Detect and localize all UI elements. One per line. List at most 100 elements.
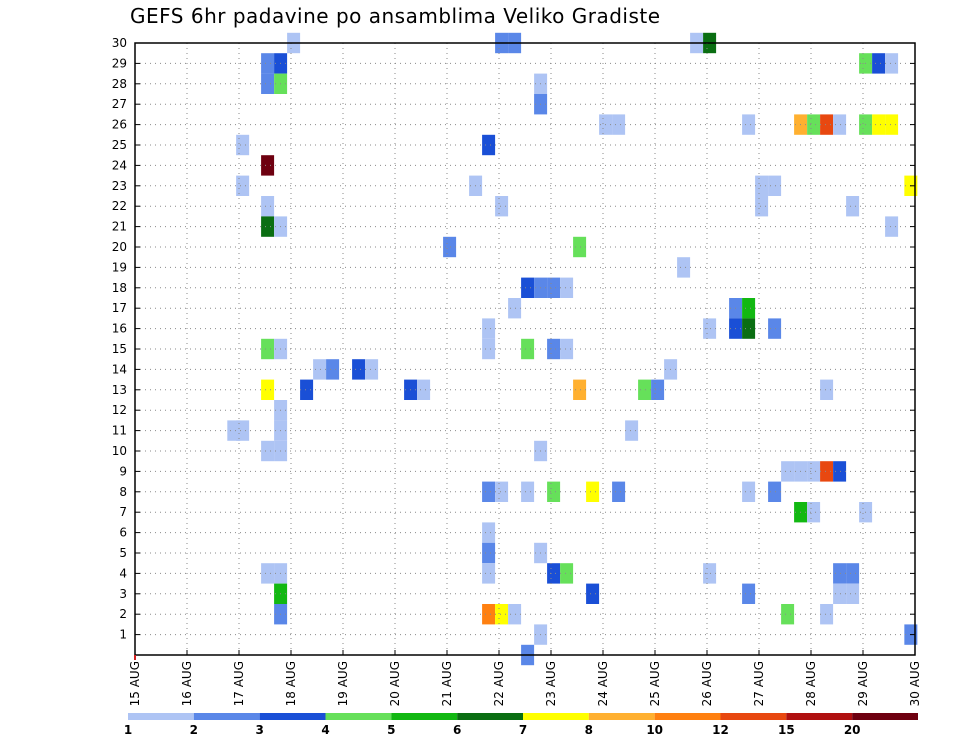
heatmap-cell [742, 481, 756, 502]
x-tick-label: 20 AUG [388, 661, 402, 706]
heatmap-cell [768, 175, 782, 196]
heatmap-cell [261, 53, 275, 74]
x-tick-label: 26 AUG [700, 661, 714, 706]
heatmap-cell [482, 338, 496, 360]
y-tick-label: 13 [112, 383, 127, 397]
y-tick-label: 7 [119, 505, 127, 519]
y-tick-label: 21 [112, 220, 127, 234]
heatmap-cell [236, 420, 250, 441]
legend-label: 15 [778, 723, 795, 737]
legend-swatch [523, 713, 589, 720]
y-tick-label: 9 [119, 464, 127, 478]
heatmap-cell [625, 420, 639, 441]
heatmap-cell [560, 563, 574, 584]
heatmap-cell [833, 583, 847, 604]
heatmap-cell [807, 461, 821, 482]
heatmap-cell [261, 196, 275, 217]
heatmap-cell [236, 175, 250, 196]
y-tick-label: 10 [112, 444, 127, 458]
heatmap-cell [300, 379, 314, 400]
heatmap-cell [482, 604, 496, 625]
heatmap-cell [807, 502, 821, 523]
x-tick-label: 18 AUG [284, 661, 298, 706]
legend-label: 8 [585, 723, 593, 737]
y-tick-label: 4 [119, 566, 127, 580]
x-axis: 15 AUG 16 AUG 17 AUG 18 AUG 19 AUG 20 AUG 21 A… [128, 650, 922, 706]
heatmap-cell [261, 563, 275, 584]
x-tick-label: 24 AUG [596, 661, 610, 706]
heatmap-cell [703, 563, 717, 584]
y-tick-label: 30 [112, 36, 127, 50]
heatmap-cell [820, 114, 834, 135]
heatmap-cell [482, 542, 496, 564]
heatmap-cell [560, 277, 574, 298]
y-tick-label: 6 [119, 526, 127, 540]
y-tick-label: 5 [119, 546, 127, 560]
legend-swatch [852, 713, 918, 720]
y-tick-label: 3 [119, 587, 127, 601]
x-tick-label: 29 AUG [856, 661, 870, 706]
y-tick-label: 16 [112, 322, 127, 336]
y-tick-label: 15 [112, 342, 127, 356]
heatmap-cells [227, 32, 918, 666]
y-tick-label: 14 [112, 362, 127, 376]
heatmap-cell [833, 563, 847, 584]
heatmap-cell [612, 114, 626, 135]
heatmap-cell [820, 461, 834, 482]
legend-label: 10 [646, 723, 663, 737]
heatmap-cell [352, 359, 366, 380]
legend-label: 20 [844, 723, 861, 737]
heatmap-cell [495, 196, 509, 217]
heatmap-cell [885, 216, 899, 237]
heatmap-cell [443, 236, 457, 258]
y-tick-label: 27 [112, 97, 127, 111]
y-tick-label: 1 [119, 628, 127, 642]
x-tick-label: 16 AUG [180, 661, 194, 706]
heatmap-cell [261, 440, 275, 462]
x-tick-label: 22 AUG [492, 661, 506, 706]
heatmap-cell [885, 53, 899, 74]
legend-swatch [391, 713, 458, 720]
legend-label: 3 [255, 723, 263, 737]
heatmap-cell [846, 563, 860, 584]
legend-label: 6 [453, 723, 461, 737]
y-tick-label: 12 [112, 403, 127, 417]
heatmap-cell [547, 277, 561, 298]
heatmap-cell [742, 318, 756, 339]
legend-label: 4 [321, 723, 329, 737]
heatmap-cell [768, 318, 782, 339]
heatmap-cell [820, 604, 834, 625]
heatmap-cell [846, 583, 860, 604]
x-tick-label: 28 AUG [804, 661, 818, 706]
heatmap-cell [261, 73, 275, 94]
heatmap-cell [326, 359, 340, 380]
heatmap-cell [560, 338, 574, 360]
x-tick-label: 27 AUG [752, 661, 766, 706]
heatmap-cell [742, 583, 756, 604]
heatmap-cell [482, 563, 496, 584]
heatmap-cell [495, 481, 509, 502]
heatmap-cell [547, 481, 561, 502]
heatmap-cell [236, 134, 250, 156]
heatmap-cell [495, 604, 509, 625]
legend-swatch [325, 713, 392, 720]
legend-swatch [720, 713, 787, 720]
heatmap-cell [261, 338, 275, 360]
legend-swatch [193, 713, 260, 720]
heatmap-cell [807, 114, 821, 135]
heatmap-cell [872, 53, 886, 74]
heatmap-cell [742, 298, 756, 319]
heatmap-cell [547, 563, 561, 584]
heatmap-cell [820, 379, 834, 400]
chart-title: GEFS 6hr padavine po ansamblima Veliko G… [130, 4, 661, 28]
y-tick-label: 2 [119, 607, 127, 621]
y-axis: 1234567891011121314151617181920212223242… [112, 36, 915, 642]
heatmap-cell [846, 196, 860, 217]
legend: 1 2 3 4 5 6 7 8 10 12 15 20 [124, 713, 918, 737]
x-tick-label: 15 AUG [128, 661, 142, 706]
y-tick-label: 11 [112, 424, 127, 438]
legend-label: 2 [190, 723, 198, 737]
heatmap-cell [573, 379, 587, 400]
x-tick-label: 21 AUG [440, 661, 454, 706]
